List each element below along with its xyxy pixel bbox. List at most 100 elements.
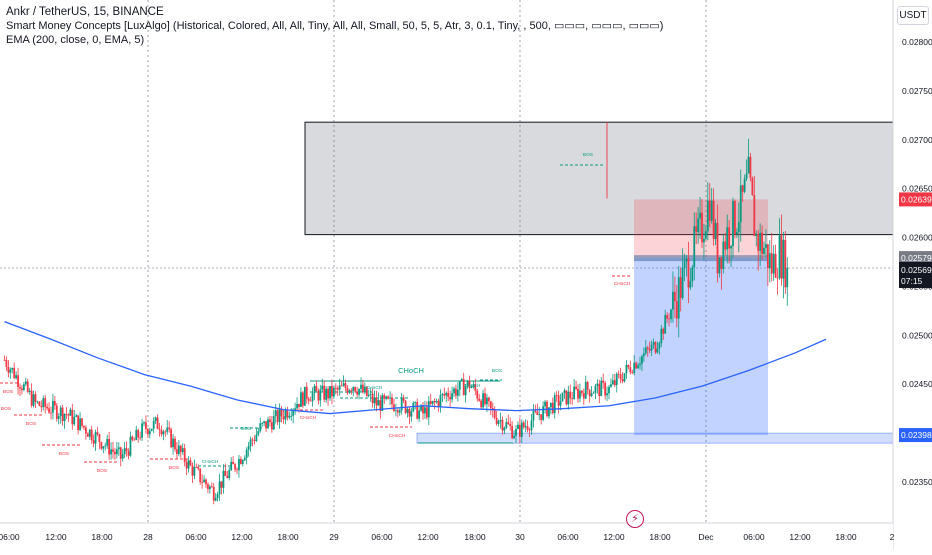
chart-legend: Ankr / TetherUS, 15, BINANCE Smart Money…	[6, 6, 663, 48]
candle-up	[115, 449, 118, 455]
candle-down	[207, 484, 209, 490]
candle-down	[77, 415, 80, 431]
candle-up	[445, 392, 448, 396]
candle-down	[489, 401, 492, 409]
candle-up	[623, 373, 626, 382]
candle-down	[780, 235, 783, 279]
price-tick-label: 0.02650	[902, 184, 932, 194]
time-tick-label: 06:00	[185, 532, 207, 542]
candle-up	[482, 393, 484, 408]
candle-up	[319, 389, 322, 401]
candle-up	[641, 356, 643, 364]
candle-down	[631, 372, 634, 374]
candle-down	[174, 438, 176, 450]
candle-up	[573, 386, 576, 400]
candle-down	[236, 469, 238, 471]
candle-down	[125, 448, 128, 452]
candle-up	[714, 222, 717, 240]
candle-up	[456, 389, 459, 396]
candle-down	[280, 408, 283, 417]
entry-price-label-bg	[899, 251, 932, 266]
symbol-title[interactable]: Ankr / TetherUS, 15, BINANCE	[6, 6, 164, 18]
candle-up	[658, 343, 661, 349]
candle-down	[575, 386, 577, 389]
candle-down	[344, 383, 347, 389]
candle-down	[646, 347, 649, 349]
candle-up	[400, 397, 403, 411]
candle-up	[563, 390, 566, 393]
candle-down	[447, 392, 450, 397]
candle-up	[559, 401, 562, 406]
candle-up	[272, 416, 275, 430]
lightning-icon[interactable]: ⚡	[626, 510, 644, 528]
candle-down	[234, 464, 236, 470]
candle-up	[615, 373, 618, 386]
structure-label: BOS	[492, 368, 502, 374]
candle-up	[414, 401, 417, 403]
take-profit-area[interactable]	[634, 258, 768, 436]
candle-down	[551, 402, 554, 413]
candle-up	[625, 364, 628, 374]
candle-up	[486, 397, 488, 405]
candle-down	[379, 400, 382, 411]
candle-up	[154, 417, 157, 421]
candle-up	[778, 235, 781, 278]
candle-up	[162, 431, 165, 435]
position-tool[interactable]	[634, 199, 768, 436]
candle-down	[298, 403, 300, 407]
candle-down	[555, 395, 558, 397]
candle-down	[443, 393, 446, 396]
structure-label: CHoCH	[300, 415, 317, 421]
candle-down	[761, 232, 763, 254]
candle-up	[28, 390, 31, 392]
candle-down	[84, 427, 87, 434]
candle-up	[590, 393, 593, 397]
candle-down	[766, 244, 769, 269]
candle-up	[691, 267, 694, 282]
candle-up	[730, 246, 732, 249]
candle-up	[639, 363, 641, 366]
candle-up	[567, 391, 570, 405]
candle-up	[718, 257, 721, 274]
candle-up	[606, 393, 608, 396]
candle-down	[668, 318, 670, 320]
candle-down	[133, 439, 136, 441]
candle-up	[75, 415, 78, 417]
candle-down	[179, 445, 182, 453]
zones-layer	[304, 121, 894, 444]
candle-up	[610, 384, 612, 387]
candle-down	[183, 448, 186, 462]
stop-loss-area[interactable]	[634, 199, 768, 259]
candle-up	[143, 422, 145, 424]
indicator-ema-label[interactable]: EMA (200, close, 0, EMA, 5)	[6, 34, 145, 46]
candle-down	[98, 434, 101, 443]
candle-up	[460, 379, 463, 381]
candle-up	[274, 410, 277, 417]
candle-down	[3, 359, 6, 361]
candle-up	[497, 421, 500, 424]
candle-up	[470, 386, 473, 388]
candle-up	[249, 439, 252, 447]
candle-down	[334, 387, 337, 389]
candle-up	[505, 422, 508, 428]
candle-down	[526, 426, 529, 430]
candle-down	[604, 382, 607, 396]
price-axis[interactable]: 0.02800 0.02750 0.02700 0.02650 0.02600 0.025…	[892, 0, 932, 550]
candle-down	[356, 391, 359, 395]
candle-down	[507, 422, 510, 425]
candle-up	[747, 156, 750, 174]
time-tick-label: 12:00	[417, 532, 439, 542]
candle-down	[226, 475, 229, 479]
candle-up	[329, 386, 331, 399]
indicator-smc-label[interactable]: Smart Money Concepts [LuxAlgo] (Historic…	[6, 20, 664, 32]
time-axis[interactable]: 06:00 12:00 18:00 28 06:00 12:00 18:00 29 06:00 1…	[0, 522, 895, 550]
candle-down	[422, 405, 424, 414]
candle-up	[203, 479, 205, 483]
candle-up	[106, 439, 109, 446]
time-tick-label: 06:00	[371, 532, 393, 542]
currency-button[interactable]: USDT	[897, 6, 929, 25]
time-tick-label: 06:00	[557, 532, 579, 542]
candle-down	[19, 386, 21, 389]
